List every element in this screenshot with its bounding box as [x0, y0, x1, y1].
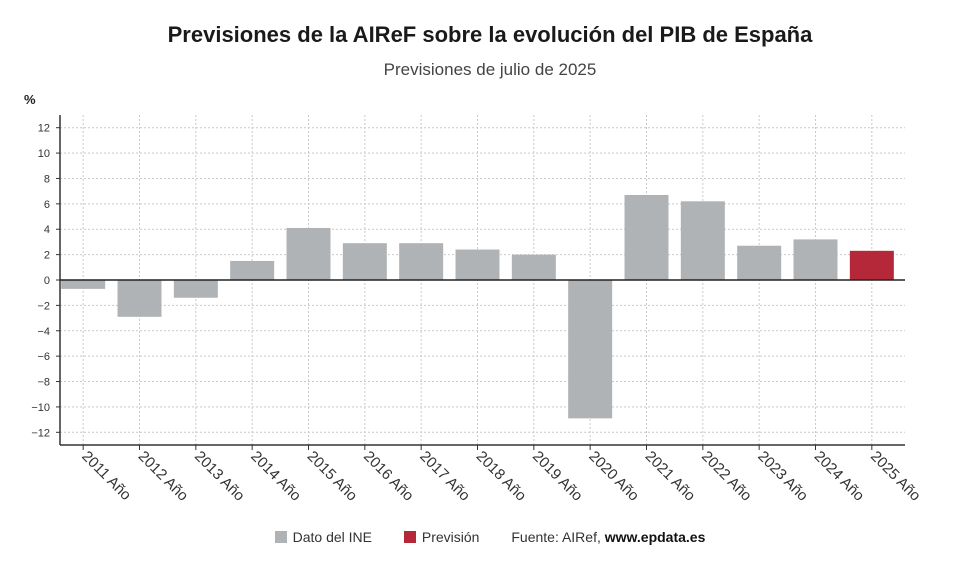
x-tick-label: 2025 Año [867, 448, 924, 505]
legend-label-ine: Dato del INE [292, 529, 372, 546]
y-tick-label: 2 [44, 250, 50, 262]
y-tick-label: 4 [44, 224, 50, 236]
y-tick-label: −10 [31, 402, 50, 414]
legend-swatch-ine [274, 531, 287, 544]
bar-2011-año [61, 280, 106, 289]
y-tick-label: 10 [38, 148, 50, 160]
x-tick-label: 2011 Año [78, 448, 134, 504]
bar-2017-año [399, 243, 444, 280]
x-tick-label: 2024 Año [811, 448, 868, 505]
legend-item-prevision: Previsión [403, 529, 480, 546]
bar-2015-año [286, 227, 331, 280]
x-tick-label: 2020 Año [585, 448, 642, 505]
bar-2014-año [230, 260, 275, 280]
chart-subtitle: Previsiones de julio de 2025 [383, 60, 597, 79]
x-tick-label: 2012 Año [135, 448, 192, 505]
y-tick-label: −2 [37, 300, 50, 312]
y-tick-label: 12 [38, 123, 50, 135]
bar-2019-año [511, 254, 556, 280]
y-tick-label: 0 [44, 275, 50, 287]
y-tick-label: −4 [37, 326, 50, 338]
bar-2020-año [568, 280, 613, 419]
bar-2022-año [680, 201, 725, 280]
source-note: Fuente: AIRef, www.epdata.es [511, 529, 705, 545]
y-tick-label: −12 [31, 427, 50, 439]
bar-2012-año [117, 280, 162, 317]
y-tick-label: 8 [44, 173, 50, 185]
x-tick-label: 2022 Año [698, 448, 755, 505]
x-tick-label: 2017 Año [416, 448, 473, 505]
source-prefix: Fuente: AIRef, [511, 529, 601, 546]
legend-label-prevision: Previsión [421, 529, 480, 546]
bar-2013-año [173, 280, 218, 298]
x-tick-label: 2018 Año [473, 448, 530, 505]
source-site-link[interactable]: www.epdata.es [604, 529, 706, 546]
bar-2021-año [624, 194, 669, 280]
legend-swatch-prevision [403, 531, 416, 544]
x-tick-label: 2013 Año [191, 448, 248, 505]
y-tick-label: −6 [37, 351, 50, 363]
y-axis-unit: % [24, 92, 36, 107]
x-tick-label: 2015 Año [304, 448, 361, 505]
y-tick-label: −8 [37, 377, 50, 389]
bar-2025-año [849, 250, 894, 280]
x-tick-label: 2016 Año [360, 448, 417, 505]
x-tick-label: 2023 Año [754, 448, 811, 505]
bar-2023-año [737, 245, 782, 280]
x-tick-label: 2014 Año [247, 448, 304, 505]
bar-2024-año [793, 239, 838, 280]
x-tick-label: 2019 Año [529, 448, 586, 505]
x-tick-label: 2021 Año [642, 448, 699, 505]
chart-legend: Dato del INE Previsión Fuente: AIRef, ww… [0, 528, 980, 545]
bar-2016-año [342, 243, 387, 280]
legend-item-ine: Dato del INE [274, 529, 372, 546]
y-tick-label: 6 [44, 199, 50, 211]
chart-title: Previsiones de la AIReF sobre la evoluci… [167, 22, 813, 47]
bar-2018-año [455, 249, 500, 280]
